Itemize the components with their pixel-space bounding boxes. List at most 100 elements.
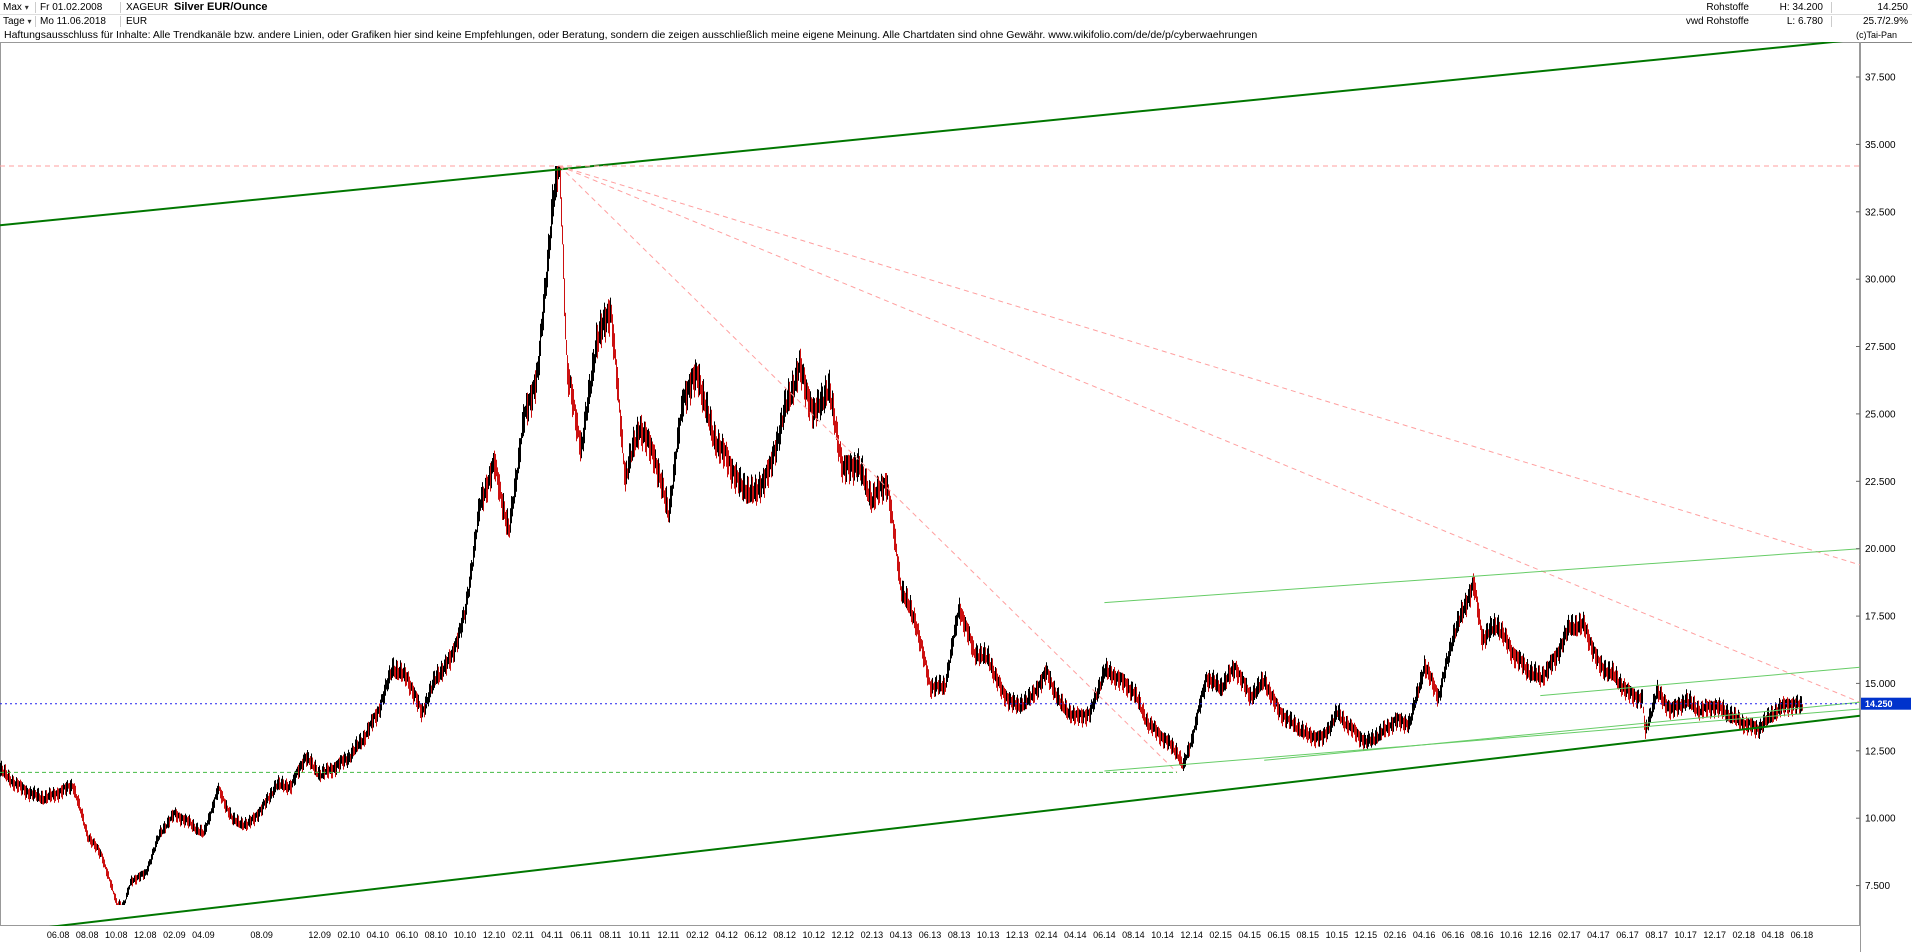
x-axis-label: 02.18 — [1733, 930, 1756, 940]
x-axis-label: 02.11 — [512, 930, 534, 940]
period-low-label: L: 6.780 — [1786, 16, 1823, 27]
x-axis-label: 10.17 — [1674, 930, 1697, 940]
x-axis-label: 08.12 — [773, 930, 796, 940]
x-axis-label: 08.15 — [1297, 930, 1320, 940]
x-axis-label: 08.11 — [599, 930, 621, 940]
x-axis-label: 12.17 — [1703, 930, 1726, 940]
chevron-down-icon: ▾ — [24, 2, 29, 12]
x-axis-label: 06.18 — [1791, 930, 1814, 940]
plot-border — [0, 42, 1860, 926]
x-axis-label: 10.08 — [105, 930, 128, 940]
disclaimer-text: Haftungsausschluss für Inhalte: Alle Tre… — [4, 29, 1258, 41]
x-axis-label: 08.16 — [1471, 930, 1494, 940]
y-axis-label: 22.500 — [1865, 477, 1896, 488]
x-axis-label: 08.13 — [948, 930, 971, 940]
symbol-label: XAGEUR — [126, 1, 169, 13]
period-dropdown-label: Tage — [3, 16, 25, 27]
x-axis-label: 12.16 — [1529, 930, 1552, 940]
x-axis-label: 08.17 — [1645, 930, 1668, 940]
x-axis-label: 10.10 — [454, 930, 477, 940]
x-axis-label: 02.10 — [338, 930, 361, 940]
x-axis-label: 12.13 — [1006, 930, 1029, 940]
y-axis-label: 30.000 — [1865, 275, 1896, 286]
x-axis-label: 06.08 — [47, 930, 70, 940]
chevron-down-icon: ▾ — [27, 17, 32, 26]
x-axis-label: 12.09 — [308, 930, 331, 940]
x-axis-label: 04.12 — [715, 930, 738, 940]
x-axis-label: 04.15 — [1238, 930, 1261, 940]
x-axis-label: 08.08 — [76, 930, 99, 940]
y-axis-label: 25.000 — [1865, 409, 1896, 420]
x-axis-label: 06.12 — [744, 930, 767, 940]
data-source-label: Rohstoffe — [1706, 1, 1749, 13]
period-high-label: H: 34.200 — [1779, 1, 1823, 13]
price-chart[interactable]: 37.500 35.000 32.500 30.000 27.500 25.000 22.5… — [0, 42, 1912, 952]
x-axis-label: 10.14 — [1151, 930, 1174, 940]
x-axis-label: 12.08 — [134, 930, 157, 940]
chart-header: Max ▾ Fr 01.02.2008 XAGEUR Silver EUR/Ou… — [0, 0, 1912, 29]
y-axis-label: 37.500 — [1865, 73, 1896, 84]
date-to-field[interactable]: Mo 11.06.2018 — [36, 16, 121, 27]
x-axis-label: 02.13 — [861, 930, 884, 940]
x-axis-label: 06.15 — [1268, 930, 1291, 940]
x-axis-label: 06.13 — [919, 930, 942, 940]
currency-label: EUR — [126, 16, 148, 27]
x-axis-label: 04.17 — [1587, 930, 1610, 940]
x-axis-label: 08.09 — [250, 930, 273, 940]
period-dropdown[interactable]: Tage ▾ — [0, 16, 36, 27]
x-axis-label: 10.13 — [977, 930, 1000, 940]
x-axis-label: 04.16 — [1413, 930, 1436, 940]
x-axis-label: 06.11 — [570, 930, 592, 940]
x-axis-label: 08.10 — [425, 930, 448, 940]
range-dropdown-label: Max — [3, 1, 22, 13]
y-axis-label: 10.000 — [1865, 814, 1896, 825]
x-axis-label: 10.16 — [1500, 930, 1523, 940]
x-axis-label: 12.10 — [483, 930, 506, 940]
candlestick-series — [0, 42, 1860, 926]
x-axis-label: 04.09 — [192, 930, 215, 940]
minor-uptrend-lower-2 — [1264, 701, 1860, 761]
minor-uptrend-upper — [1104, 548, 1860, 604]
downtrend-fan-3 — [559, 165, 1178, 773]
x-axis-label: 08.14 — [1122, 930, 1145, 940]
x-axis-label: 10.11 — [628, 930, 650, 940]
date-from-field[interactable]: Fr 01.02.2008 — [36, 1, 121, 13]
x-axis-label: 10.12 — [803, 930, 826, 940]
x-axis-label: 02.17 — [1558, 930, 1581, 940]
main-uptrend-channel-upper — [0, 42, 1844, 227]
y-axis-label: 27.500 — [1865, 342, 1896, 353]
y-axis-label: 7.500 — [1865, 881, 1890, 892]
x-axis-label: 06.14 — [1093, 930, 1116, 940]
y-axis-label: 12.500 — [1865, 746, 1896, 757]
change-label: 25.7/2.9% — [1831, 16, 1912, 27]
chart-title: Silver EUR/Ounce — [174, 1, 268, 13]
x-axis-label: 06.16 — [1442, 930, 1465, 940]
last-price-header: 14.250 — [1831, 1, 1912, 13]
y-axis-label: 17.500 — [1865, 612, 1896, 623]
x-axis-label: 12.12 — [832, 930, 855, 940]
x-axis-label: 04.14 — [1064, 930, 1087, 940]
x-axis-label: 02.16 — [1384, 930, 1407, 940]
disclaimer-bar: Haftungsausschluss für Inhalte: Alle Tre… — [0, 28, 1912, 43]
main-uptrend-channel-lower — [48, 714, 1860, 926]
x-axis-label: 06.10 — [396, 930, 419, 940]
x-axis-label: 06.17 — [1616, 930, 1639, 940]
y-axis-label: 15.000 — [1865, 679, 1896, 690]
copyright-label: (c)Tai-Pan — [1856, 30, 1898, 40]
minor-uptrend-lower-1 — [1104, 708, 1860, 772]
x-axis-label: 04.10 — [367, 930, 390, 940]
x-axis-label: 04.11 — [541, 930, 563, 940]
x-axis-label: 02.14 — [1035, 930, 1058, 940]
x-axis-label: 10.15 — [1326, 930, 1349, 940]
x-axis-label: 02.12 — [686, 930, 709, 940]
data-vendor-label: vwd Rohstoffe — [1685, 16, 1749, 27]
x-axis-label: 12.11 — [657, 930, 679, 940]
downtrend-fan-2 — [559, 165, 1860, 703]
x-axis-label: 12.15 — [1355, 930, 1378, 940]
x-axis-label: 02.15 — [1209, 930, 1232, 940]
range-dropdown[interactable]: Max ▾ — [0, 1, 36, 13]
minor-uptrend-short — [1540, 666, 1860, 697]
y-axis-label: 32.500 — [1865, 207, 1896, 218]
x-axis-label: 02.09 — [163, 930, 186, 940]
